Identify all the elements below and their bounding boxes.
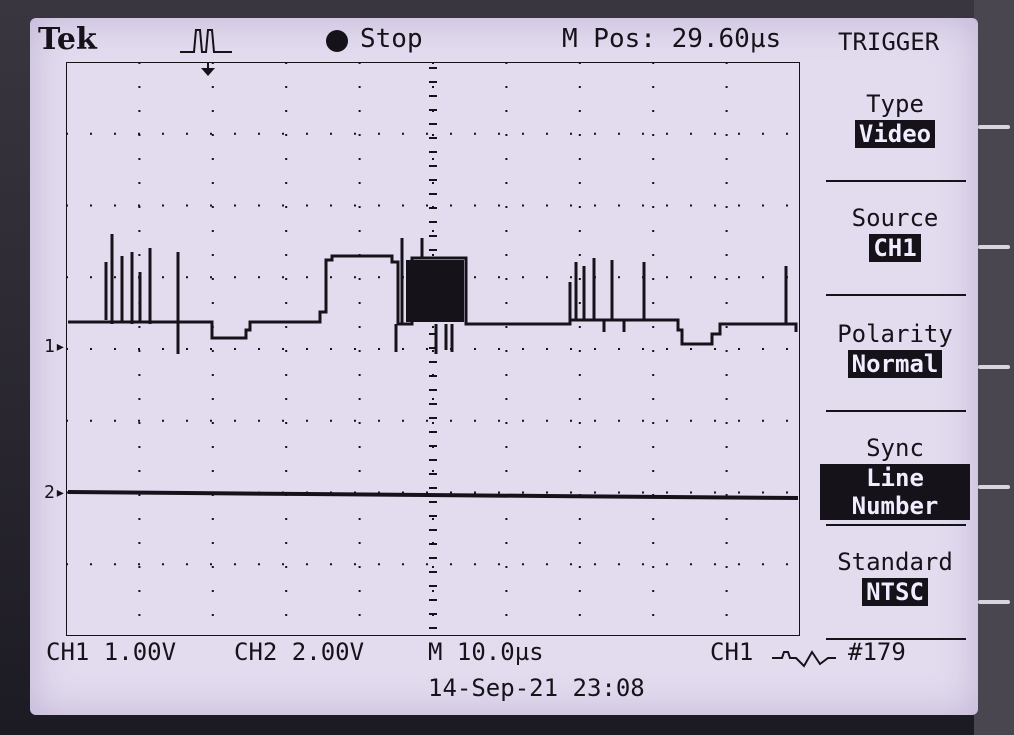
menu-item-standard-label: Standard	[837, 548, 953, 576]
menu-item-standard-value: NTSC	[862, 578, 928, 606]
ch1-waveform	[68, 234, 798, 354]
menu-divider	[826, 524, 966, 526]
menu-item-type-label: Type	[866, 90, 924, 118]
menu-title: TRIGGER	[838, 28, 940, 56]
menu-divider	[826, 638, 966, 640]
ch1-burst-block	[406, 260, 464, 322]
menu-button-4[interactable]	[978, 485, 1010, 489]
line-number: #179	[848, 638, 906, 666]
ch2-waveform	[67, 490, 799, 500]
menu-item-source-label: Source	[851, 204, 939, 232]
trigger-menu: Type Video Source CH1 Polarity Normal Sy…	[820, 66, 970, 646]
ch1-marker: 1▸	[44, 336, 66, 357]
menu-item-polarity[interactable]: Polarity Normal	[820, 320, 970, 378]
menu-divider	[826, 180, 966, 182]
menu-button-3[interactable]	[978, 365, 1010, 369]
waveform-display	[66, 62, 800, 636]
ch2-scale: CH2 2.00V	[234, 638, 365, 666]
run-state-icon	[326, 30, 348, 52]
horizontal-position: M Pos: 29.60µs	[562, 24, 782, 54]
menu-item-sync[interactable]: Sync Line Number	[820, 434, 970, 520]
video-trigger-icon	[772, 650, 836, 668]
menu-item-sync-label: Sync	[866, 434, 924, 462]
run-state-label: Stop	[360, 24, 423, 54]
scope-screen: Tek Stop M Pos: 29.60µs TRIGGER	[30, 18, 978, 715]
brand-logo: Tek	[38, 22, 97, 57]
menu-button-2[interactable]	[978, 245, 1010, 249]
menu-item-standard[interactable]: Standard NTSC	[820, 548, 970, 606]
menu-divider	[826, 410, 966, 412]
menu-item-sync-value: Line Number	[820, 464, 970, 520]
trigger-source: CH1	[710, 638, 754, 666]
menu-item-polarity-label: Polarity	[837, 320, 953, 348]
menu-divider	[826, 294, 966, 296]
menu-item-source[interactable]: Source CH1	[820, 204, 970, 262]
menu-button-5[interactable]	[978, 600, 1010, 604]
menu-item-type[interactable]: Type Video	[820, 90, 970, 148]
ch2-marker: 2▸	[44, 482, 66, 503]
pulse-icon	[180, 29, 232, 53]
ch1-scale: CH1 1.00V	[46, 638, 177, 666]
menu-item-source-value: CH1	[869, 234, 921, 262]
menu-button-strip	[974, 0, 1014, 735]
menu-button-1[interactable]	[978, 125, 1010, 129]
menu-item-polarity-value: Normal	[847, 350, 943, 378]
timebase: M 10.0µs	[428, 638, 544, 666]
menu-item-type-value: Video	[854, 120, 936, 148]
timestamp: 14-Sep-21 23:08	[428, 674, 645, 702]
trigger-position-icon	[201, 68, 215, 76]
